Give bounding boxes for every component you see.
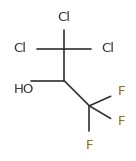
Text: Cl: Cl	[101, 42, 115, 55]
Text: Cl: Cl	[14, 42, 27, 55]
Text: F: F	[118, 85, 125, 98]
Text: Cl: Cl	[58, 11, 70, 24]
Text: HO: HO	[14, 84, 34, 96]
Text: F: F	[86, 139, 93, 152]
Text: F: F	[118, 115, 125, 128]
